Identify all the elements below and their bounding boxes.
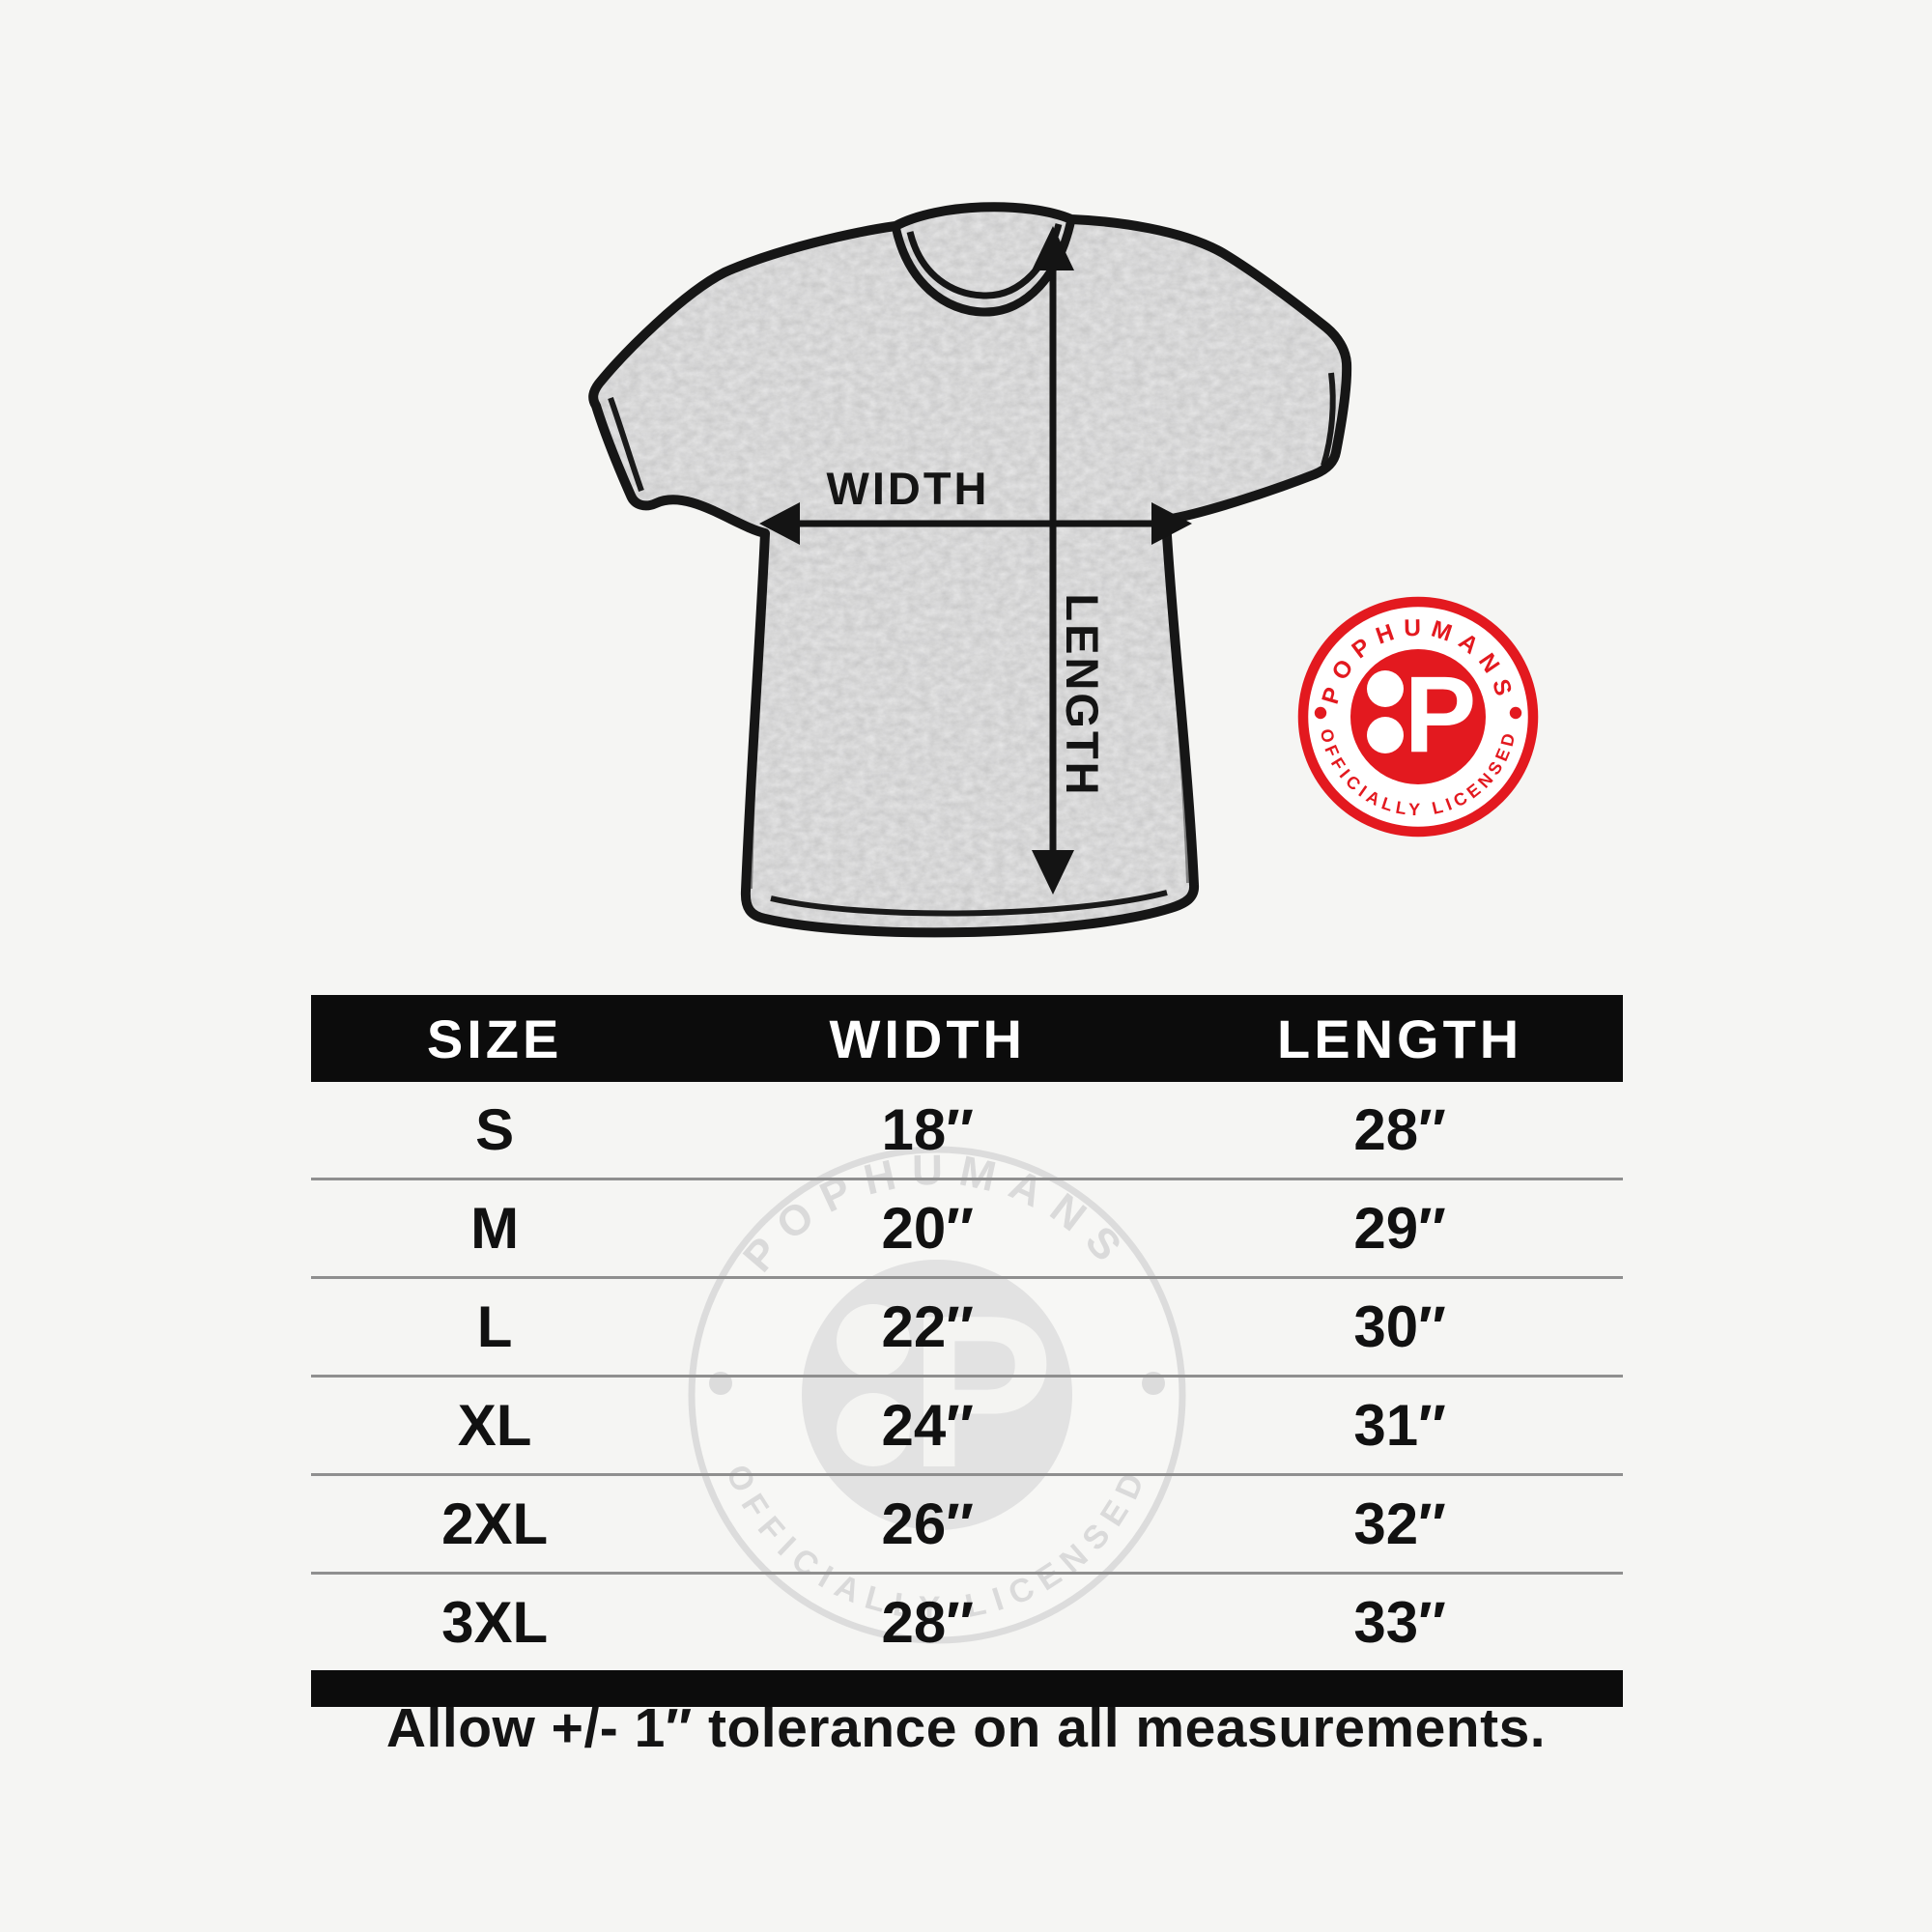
length-arrow — [1032, 226, 1074, 895]
table-row-xl: XL 24″ 31″ — [311, 1375, 1623, 1473]
size-table-header: SIZE WIDTH LENGTH — [311, 995, 1623, 1082]
cell-width: 26″ — [881, 1492, 974, 1556]
watermark-right-dot — [1142, 1372, 1165, 1395]
cell-size: L — [476, 1294, 513, 1359]
cell-width: 20″ — [881, 1196, 974, 1261]
table-row-l: L 22″ 30″ — [311, 1276, 1623, 1375]
cell-size: 2XL — [441, 1492, 549, 1556]
cell-size: M — [470, 1196, 520, 1261]
cell-width: 22″ — [881, 1294, 974, 1359]
tolerance-note: Allow +/- 1″ tolerance on all measuremen… — [385, 1697, 1547, 1759]
tshirt-body-shape — [576, 193, 1368, 956]
cell-length: 33″ — [1353, 1590, 1446, 1655]
cell-length: 30″ — [1353, 1294, 1446, 1359]
width-dimension-label: WIDTH — [826, 463, 989, 514]
tshirt-diagram: WIDTH LENGTH — [576, 193, 1368, 956]
watermark-p-monogram: P — [909, 1269, 1054, 1513]
table-row-2xl: 2XL 26″ 32″ — [311, 1473, 1623, 1572]
table-row-s: S 18″ 28″ — [311, 1082, 1623, 1178]
header-width: WIDTH — [829, 1008, 1026, 1069]
table-row-3xl: 3XL 28″ 33″ — [311, 1572, 1623, 1670]
badge-left-dot — [1314, 706, 1327, 720]
pophumans-badge: POPHUMANS OFFICIALLY LICENSED P — [1297, 596, 1539, 838]
cell-size: S — [475, 1097, 515, 1162]
cell-width: 28″ — [881, 1590, 974, 1655]
cell-size: XL — [457, 1393, 532, 1458]
cell-size: 3XL — [441, 1590, 549, 1655]
header-size: SIZE — [426, 1008, 563, 1069]
watermark-left-dot — [709, 1372, 732, 1395]
cell-length: 31″ — [1353, 1393, 1446, 1458]
badge-right-dot — [1509, 706, 1522, 720]
badge-colon-icon — [1367, 670, 1404, 753]
cell-length: 29″ — [1353, 1196, 1446, 1261]
header-length: LENGTH — [1277, 1008, 1523, 1069]
left-cuff-line — [608, 397, 644, 493]
length-dimension-label: LENGTH — [1057, 593, 1108, 797]
width-arrow — [759, 502, 1192, 545]
cell-length: 28″ — [1353, 1097, 1446, 1162]
cell-width: 18″ — [881, 1097, 974, 1162]
badge-p-monogram: P — [1405, 654, 1477, 775]
cell-length: 32″ — [1353, 1492, 1446, 1556]
cell-width: 24″ — [881, 1393, 974, 1458]
table-bottom-bar — [311, 1670, 1623, 1707]
watermark-colon-icon — [837, 1304, 910, 1466]
hem-line — [770, 890, 1168, 917]
size-table: SIZE WIDTH LENGTH S 18″ 28″ M 20″ 29″ L … — [311, 995, 1623, 1707]
pophumans-watermark: POPHUMANS OFFICIALLY LICENSED P — [688, 1146, 1186, 1644]
right-cuff-line — [1321, 372, 1336, 467]
table-row-m: M 20″ 29″ — [311, 1178, 1623, 1276]
